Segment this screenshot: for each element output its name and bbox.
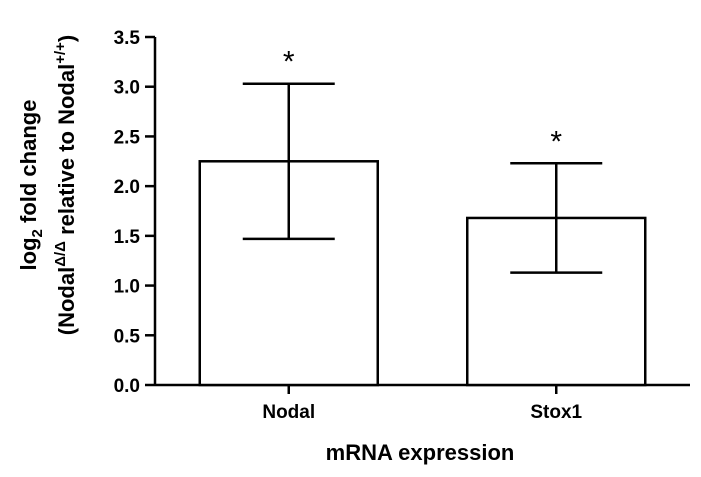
svg-text:log2 fold change: log2 fold change [16,100,46,271]
y-axis-title-relative: relative to Nodal [54,64,79,241]
x-axis: Nodal Stox1 [155,383,690,423]
y-axis-title-subscript: 2 [29,229,46,237]
y-axis-title: log2 fold change (NodalΔ/Δ relative to N… [16,35,79,335]
y-tick-label: 3.5 [114,28,141,49]
y-tick-label: 3.0 [114,78,140,99]
significance-marker: * [283,46,295,79]
y-tick-label: 1.0 [114,277,140,298]
x-tick-label: Stox1 [530,402,582,423]
y-axis: 0.0 0.5 1.0 1.5 2.0 2.5 3.0 3.5 [114,28,157,397]
y-axis-title-superscript-1: Δ/Δ [52,241,69,267]
y-axis-title-close: ) [54,35,79,42]
bars: ** [198,46,647,387]
y-axis-title-superscript-2: +/+ [52,42,69,64]
y-tick-label: 2.0 [114,177,140,198]
y-axis-title-log: log [16,237,41,270]
significance-marker: * [550,125,562,158]
y-tick-label: 1.5 [114,227,141,248]
x-axis-title: mRNA expression [326,440,515,465]
y-axis-title-fold-change: fold change [16,100,41,230]
y-tick-label: 0.0 [114,376,140,397]
y-tick-label: 0.5 [114,326,141,347]
svg-text:(NodalΔ/Δ relative to Nodal+/+: (NodalΔ/Δ relative to Nodal+/+) [52,35,79,335]
x-tick-label: Nodal [262,402,315,423]
y-axis-title-open: (Nodal [54,267,79,335]
y-tick-label: 2.5 [114,127,141,148]
